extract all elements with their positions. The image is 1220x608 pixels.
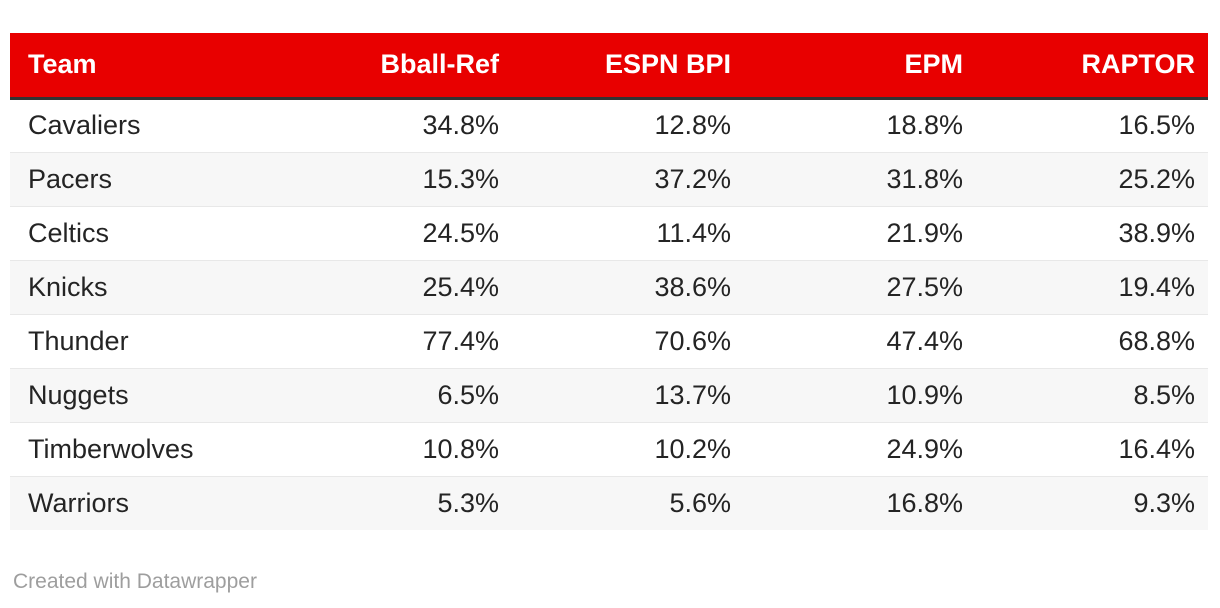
cell-epm: 18.8% xyxy=(886,110,963,140)
cell-epm: 16.8% xyxy=(744,475,976,530)
team-name: Thunder xyxy=(10,313,280,368)
cell-espn-bpi: 70.6% xyxy=(512,313,744,368)
cell-raptor: 68.8% xyxy=(976,313,1208,368)
column-header-bball-ref: Bball-Ref xyxy=(280,33,512,100)
column-header-espn-bpi: ESPN BPI xyxy=(512,33,744,100)
cell-espn-bpi: 37.2% xyxy=(512,151,744,206)
team-name: Warriors xyxy=(10,475,280,530)
table-row: Cavaliers 34.8% 12.8% 18.8% 16.5% xyxy=(10,98,1208,152)
cell-epm: 31.8% xyxy=(744,151,976,206)
cell-espn-bpi: 13.7% xyxy=(512,367,744,422)
table-row: Timberwolves 10.8% 10.2% 24.9% 16.4% xyxy=(10,421,1208,476)
cell-espn-bpi: 38.6% xyxy=(512,259,744,314)
column-header-epm: EPM xyxy=(744,33,976,100)
column-header-team: Team xyxy=(10,33,280,100)
table-row: Pacers 15.3% 37.2% 31.8% 25.2% xyxy=(10,151,1208,206)
team-name: Celtics xyxy=(10,205,280,260)
team-name: Nuggets xyxy=(10,367,280,422)
cell-raptor: 16.5% xyxy=(1118,110,1195,140)
cell-bball-ref: 34.8% xyxy=(422,110,499,140)
team-name: Timberwolves xyxy=(10,421,280,476)
cell-espn-bpi: 5.6% xyxy=(512,475,744,530)
header-row: Team Bball-Ref ESPN BPI EPM RAPTOR xyxy=(10,33,1208,100)
table-row: Thunder 77.4% 70.6% 47.4% 68.8% xyxy=(10,313,1208,368)
cell-bball-ref: 5.3% xyxy=(280,475,512,530)
datawrapper-credit: Created with Datawrapper xyxy=(13,570,257,593)
cell-bball-ref: 6.5% xyxy=(280,367,512,422)
cell-epm: 47.4% xyxy=(744,313,976,368)
cell-raptor: 16.4% xyxy=(976,421,1208,476)
cell-bball-ref: 25.4% xyxy=(280,259,512,314)
cell-epm: 27.5% xyxy=(744,259,976,314)
table-row: Nuggets 6.5% 13.7% 10.9% 8.5% xyxy=(10,367,1208,422)
table-row: Warriors 5.3% 5.6% 16.8% 9.3% xyxy=(10,475,1208,530)
cell-epm: 10.9% xyxy=(744,367,976,422)
team-name: Knicks xyxy=(10,259,280,314)
cell-raptor: 9.3% xyxy=(976,475,1208,530)
table-header: Team Bball-Ref ESPN BPI EPM RAPTOR xyxy=(10,33,1208,100)
cell-epm: 24.9% xyxy=(744,421,976,476)
team-name: Pacers xyxy=(10,151,280,206)
team-name: Cavaliers xyxy=(28,110,141,140)
table-body: Cavaliers 34.8% 12.8% 18.8% 16.5% Pacers… xyxy=(10,98,1208,530)
cell-raptor: 25.2% xyxy=(976,151,1208,206)
cell-espn-bpi: 12.8% xyxy=(654,110,731,140)
table-row: Knicks 25.4% 38.6% 27.5% 19.4% xyxy=(10,259,1208,314)
cell-bball-ref: 77.4% xyxy=(280,313,512,368)
cell-espn-bpi: 10.2% xyxy=(512,421,744,476)
win-probability-table: Team Bball-Ref ESPN BPI EPM RAPTOR Caval… xyxy=(10,33,1208,530)
cell-bball-ref: 24.5% xyxy=(280,205,512,260)
data-table: Team Bball-Ref ESPN BPI EPM RAPTOR Caval… xyxy=(10,33,1208,530)
cell-espn-bpi: 11.4% xyxy=(512,205,744,260)
cell-epm: 21.9% xyxy=(744,205,976,260)
column-header-raptor: RAPTOR xyxy=(976,33,1208,100)
cell-raptor: 8.5% xyxy=(976,367,1208,422)
table-row: Celtics 24.5% 11.4% 21.9% 38.9% xyxy=(10,205,1208,260)
cell-bball-ref: 10.8% xyxy=(280,421,512,476)
cell-raptor: 38.9% xyxy=(976,205,1208,260)
cell-bball-ref: 15.3% xyxy=(280,151,512,206)
cell-raptor: 19.4% xyxy=(976,259,1208,314)
